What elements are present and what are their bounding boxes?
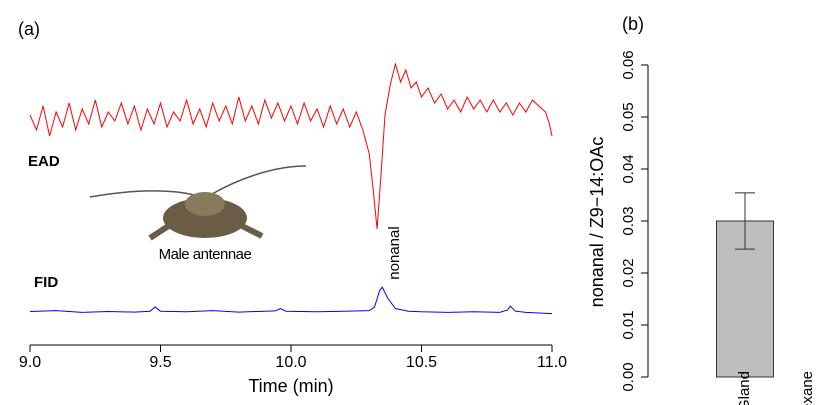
y-axis-label: nonanal / Z9−14:OAc: [587, 137, 607, 308]
annotation: nonanal: [386, 226, 403, 279]
y-tick-label: 0.01: [620, 310, 637, 339]
trace: [29, 286, 553, 315]
panel-label: (a): [18, 19, 40, 39]
category-label: Gland: [736, 371, 753, 405]
y-tick-label: 0.06: [620, 50, 637, 79]
x-tick-label: 11.0: [537, 354, 567, 371]
panel-label: (b): [622, 14, 644, 34]
x-tick-label: 10.0: [275, 354, 306, 371]
x-tick-label: 9.5: [149, 354, 171, 371]
y-tick-label: 0.04: [620, 154, 637, 183]
x-axis-label: Time (min): [248, 376, 333, 396]
y-tick-label: 0.03: [620, 206, 637, 235]
category-label: Hexane: [799, 371, 816, 405]
y-tick-label: 0.00: [620, 362, 637, 391]
x-tick-label: 10.5: [406, 354, 437, 371]
series-label: FID: [34, 274, 58, 291]
y-tick-label: 0.02: [620, 258, 637, 287]
y-tick-label: 0.05: [620, 102, 637, 131]
trace: [29, 62, 553, 230]
x-tick-label: 9.0: [19, 354, 41, 371]
moth-illustration: [89, 165, 307, 241]
series-label: EAD: [28, 153, 60, 170]
annotation: Male antennae: [159, 246, 252, 263]
